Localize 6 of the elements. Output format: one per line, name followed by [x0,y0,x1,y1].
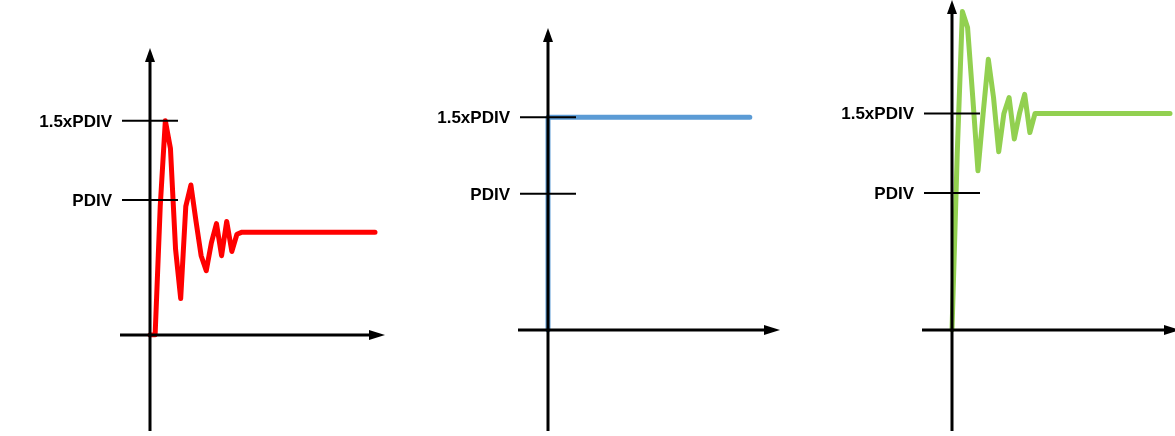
ref-line-label: 1.5xPDIV [841,104,915,124]
ref-line-label: PDIV [72,191,113,210]
ref-line-label: 1.5xPDIV [39,111,113,131]
ref-line-label: PDIV [470,184,511,204]
ref-line-label: 1.5xPDIV [437,108,511,128]
ref-line-label: PDIV [874,184,915,204]
